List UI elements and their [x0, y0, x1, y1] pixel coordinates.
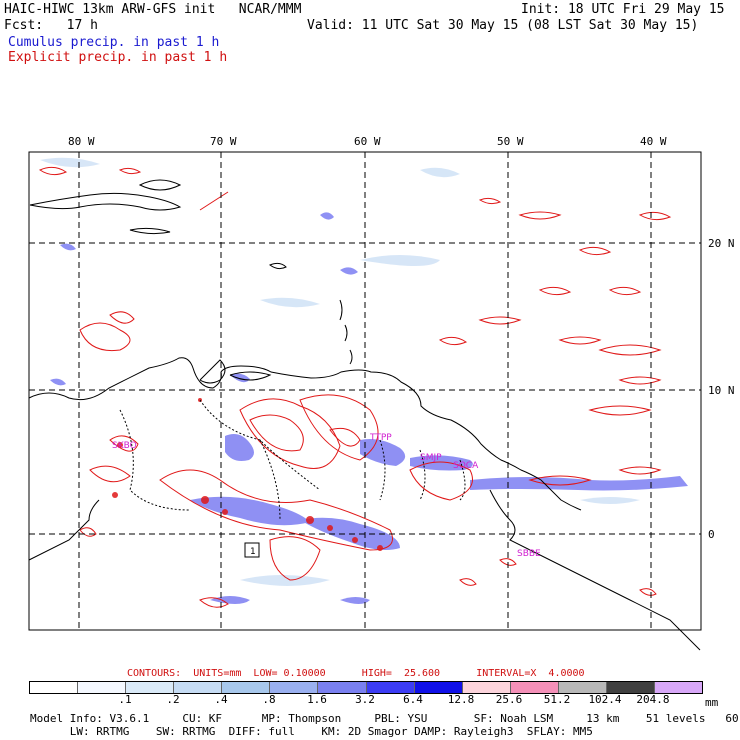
- station-sbbe: SBBE: [517, 549, 541, 559]
- model-info: Model Info: V3.6.1 CU: KF MP: Thompson P…: [30, 712, 740, 725]
- point-marker-label: 1: [250, 547, 256, 557]
- colorbar-tick-label: .4: [214, 693, 228, 706]
- cumulus-legend: Cumulus precip. in past 1 h: [8, 35, 220, 50]
- station-smjp: SMJP: [420, 453, 442, 463]
- colorbar-cell-4: [222, 682, 271, 693]
- colorbar-cell-11: [558, 682, 607, 693]
- borders: [119, 399, 466, 521]
- explicit-legend: Explicit precip. in past 1 h: [8, 50, 228, 65]
- colorbar-cell-12: [606, 682, 656, 693]
- station-skbo: SKBO: [112, 441, 137, 451]
- station-ttpp: TTPP: [369, 433, 392, 443]
- contour-info: CONTOURS: UNITS=mm LOW= 0.10000 HIGH= 25…: [127, 668, 585, 679]
- colorbar-cell-6: [318, 682, 367, 693]
- valid-time: Valid: 11 UTC Sat 30 May 15 (08 LST Sat …: [307, 18, 699, 33]
- station-soca: SOCA: [453, 461, 479, 471]
- point-marker: [244, 542, 260, 558]
- colorbar-tick-label: 102.4: [588, 693, 622, 706]
- colorbar-tick-label: .2: [166, 693, 180, 706]
- colorbar-ticks: .1 .2 .4 .8 1.6 3.2 6.4 12.8 25.6 51.2 102.4 204.8: [29, 693, 701, 707]
- colorbar-cell-8: [414, 682, 463, 693]
- model-title: HAIC-HIWC 13km ARW-GFS init NCAR/MMM: [4, 2, 302, 17]
- colorbar-tick-label: 6.4: [403, 693, 423, 706]
- colorbar-cell-3: [174, 682, 223, 693]
- explicit-precip-contours: [38, 166, 672, 608]
- lon-label-70w: 70 W: [210, 135, 237, 148]
- colorbar-cell-5: [270, 682, 319, 693]
- lon-label-80w: 80 W: [68, 135, 95, 148]
- forecast-hour: Fcst: 17 h: [4, 18, 98, 33]
- light-precip: [40, 157, 640, 586]
- colorbar-tick-label: 51.2: [543, 693, 571, 706]
- colorbar-tick-label: .1: [118, 693, 132, 706]
- colorbar-cell-2: [126, 682, 175, 693]
- lat-label-20n: 20 N: [708, 237, 735, 250]
- colorbar-tick-label: .8: [262, 693, 276, 706]
- graticule: [29, 152, 701, 630]
- colorbar-unit: mm: [705, 696, 719, 709]
- colorbar: [29, 681, 703, 694]
- colorbar-tick-label: 12.8: [447, 693, 475, 706]
- colorbar-tick-label: 204.8: [636, 693, 670, 706]
- lon-label-60w: 60 W: [354, 135, 381, 148]
- colorbar-cell-13: [655, 682, 703, 693]
- colorbar-tick-label: 1.6: [307, 693, 327, 706]
- colorbar-cell-7: [366, 682, 415, 693]
- lon-label-50w: 50 W: [497, 135, 524, 148]
- colorbar-cell-9: [462, 682, 511, 693]
- lat-label-10n: 10 N: [708, 384, 735, 397]
- init-time: Init: 18 UTC Fri 29 May 15: [521, 2, 725, 17]
- coastlines: [28, 179, 701, 651]
- colorbar-tick-label: 3.2: [355, 693, 375, 706]
- colorbar-cell-10: [510, 682, 559, 693]
- colorbar-tick-label: 25.6: [495, 693, 523, 706]
- colorbar-cell-1: [78, 682, 127, 693]
- map-frame: [28, 151, 702, 631]
- lon-label-40w: 40 W: [640, 135, 667, 148]
- lat-label-0: 0: [708, 528, 715, 541]
- station-labels: SKBO TTPP SMJP SOCA SBBE: [112, 433, 541, 559]
- model-physics: LW: RRTMG SW: RRTMG DIFF: full KM: 2D Sm…: [30, 725, 593, 738]
- colorbar-cell-0: [30, 682, 79, 693]
